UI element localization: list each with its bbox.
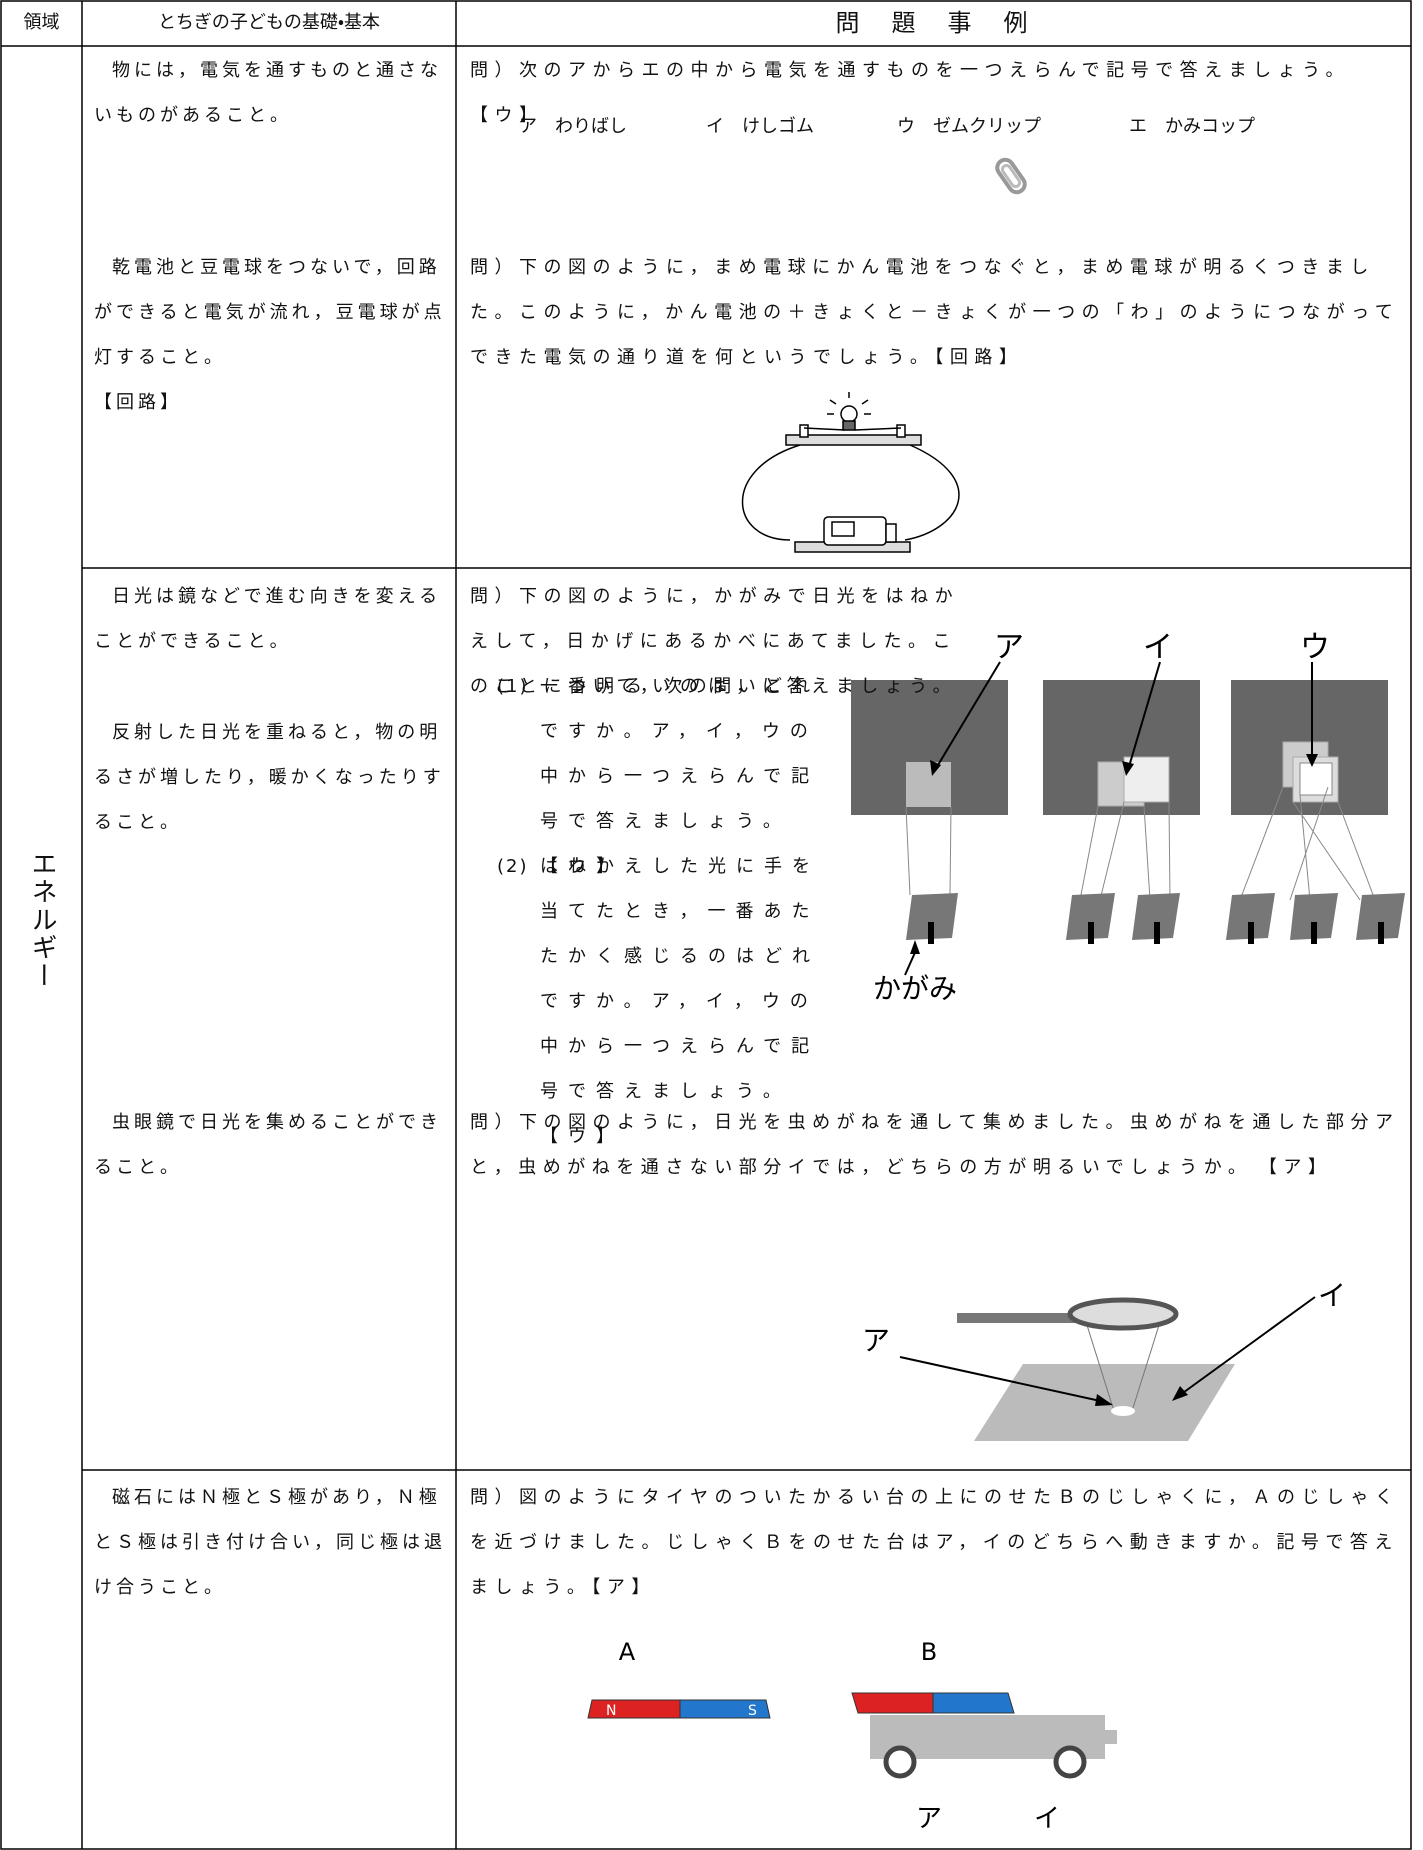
pole-label: S xyxy=(748,1703,757,1719)
paperclip xyxy=(995,157,1027,195)
question-text: 問）下の図のように，まめ電球にかん電池をつなぐと，まめ電球が明るくつきました。こ… xyxy=(470,257,1400,368)
choice: イ けしゴム xyxy=(706,116,814,137)
figure-label: ア xyxy=(862,1324,890,1357)
basic-text: 磁石にはＮ極とＳ極があり，Ｎ極とＳ極は引き付け合い，同じ極は退け合うこと。 xyxy=(94,1487,446,1598)
figure-label: ア xyxy=(994,630,1024,665)
figure-label: B xyxy=(921,1638,937,1666)
figure-label: イ xyxy=(1318,1279,1346,1312)
basic-text: 物には，電気を通すものと通さないものがあること。 xyxy=(94,60,442,126)
choice: ア わりばし xyxy=(519,116,627,137)
magnet-figure: N S A B ア イ xyxy=(587,1638,1117,1834)
header-cell: 領域 xyxy=(23,12,60,33)
choice: エ かみコップ xyxy=(1129,116,1255,137)
subquestion-text: はねかえした光に手を当てたとき，一番あたたかく感じるのはどれですか。ア，イ，ウの… xyxy=(540,856,820,1147)
subquestion-number: (1) xyxy=(497,676,529,697)
figure-label: イ xyxy=(1143,630,1173,665)
question-text: 問）下の図のように，かがみで日光をはねかえして，日かげにあるかべにあてました。こ… xyxy=(470,586,960,697)
circuit-figure xyxy=(741,392,960,553)
question-text: 問）下の図のように，日光を虫めがねを通して集めました。虫めがねを通した部分アと，… xyxy=(470,1112,1400,1178)
basic-text: 虫眼鏡で日光を集めることができること。 xyxy=(94,1112,442,1178)
domain-label: エネルギー xyxy=(27,850,57,990)
basic-answer: 【回路】 xyxy=(94,392,182,413)
question-text: 問）図のようにタイヤのついたかるい台の上にのせたＢのじしゃくに，Ａのじしゃくを近… xyxy=(470,1487,1400,1598)
figure-label: ア xyxy=(916,1804,942,1834)
basic-text: 日光は鏡などで進む向きを変えることができること。 xyxy=(94,586,442,652)
figure-label: かがみ xyxy=(873,972,957,1005)
magnifier-figure: ア イ xyxy=(862,1279,1346,1441)
basic-text: 反射した日光を重ねると，物の明るさが増したり，暖かくなったりすること。 xyxy=(94,722,445,833)
subquestion-text: 一番明るいのは，どれですか。ア，イ，ウの中から一つえらんで記号で答えましょう。【… xyxy=(540,676,820,877)
subquestion-number: (2) xyxy=(497,856,529,877)
basic-text: 乾電池と豆電球をつないで，回路ができると電気が流れ，豆電球が点灯すること。 xyxy=(94,257,446,368)
figure-label: ウ xyxy=(1300,630,1330,665)
choice: ウ ゼムクリップ xyxy=(897,116,1041,137)
header-cell: とちぎの子どもの基礎・基本 xyxy=(157,12,381,33)
figure-label: A xyxy=(619,1638,636,1666)
header-cell: 問 題 事 例 xyxy=(835,9,1032,37)
pole-label: N xyxy=(606,1703,616,1719)
mirror-figure: ア イ ウ かがみ xyxy=(851,630,1405,1005)
question-text: 問）次のアからエの中から電気を通すものを一つえらんで記号で答えましょう。【ウ】 xyxy=(470,60,1351,126)
figure-label: イ xyxy=(1034,1804,1060,1834)
